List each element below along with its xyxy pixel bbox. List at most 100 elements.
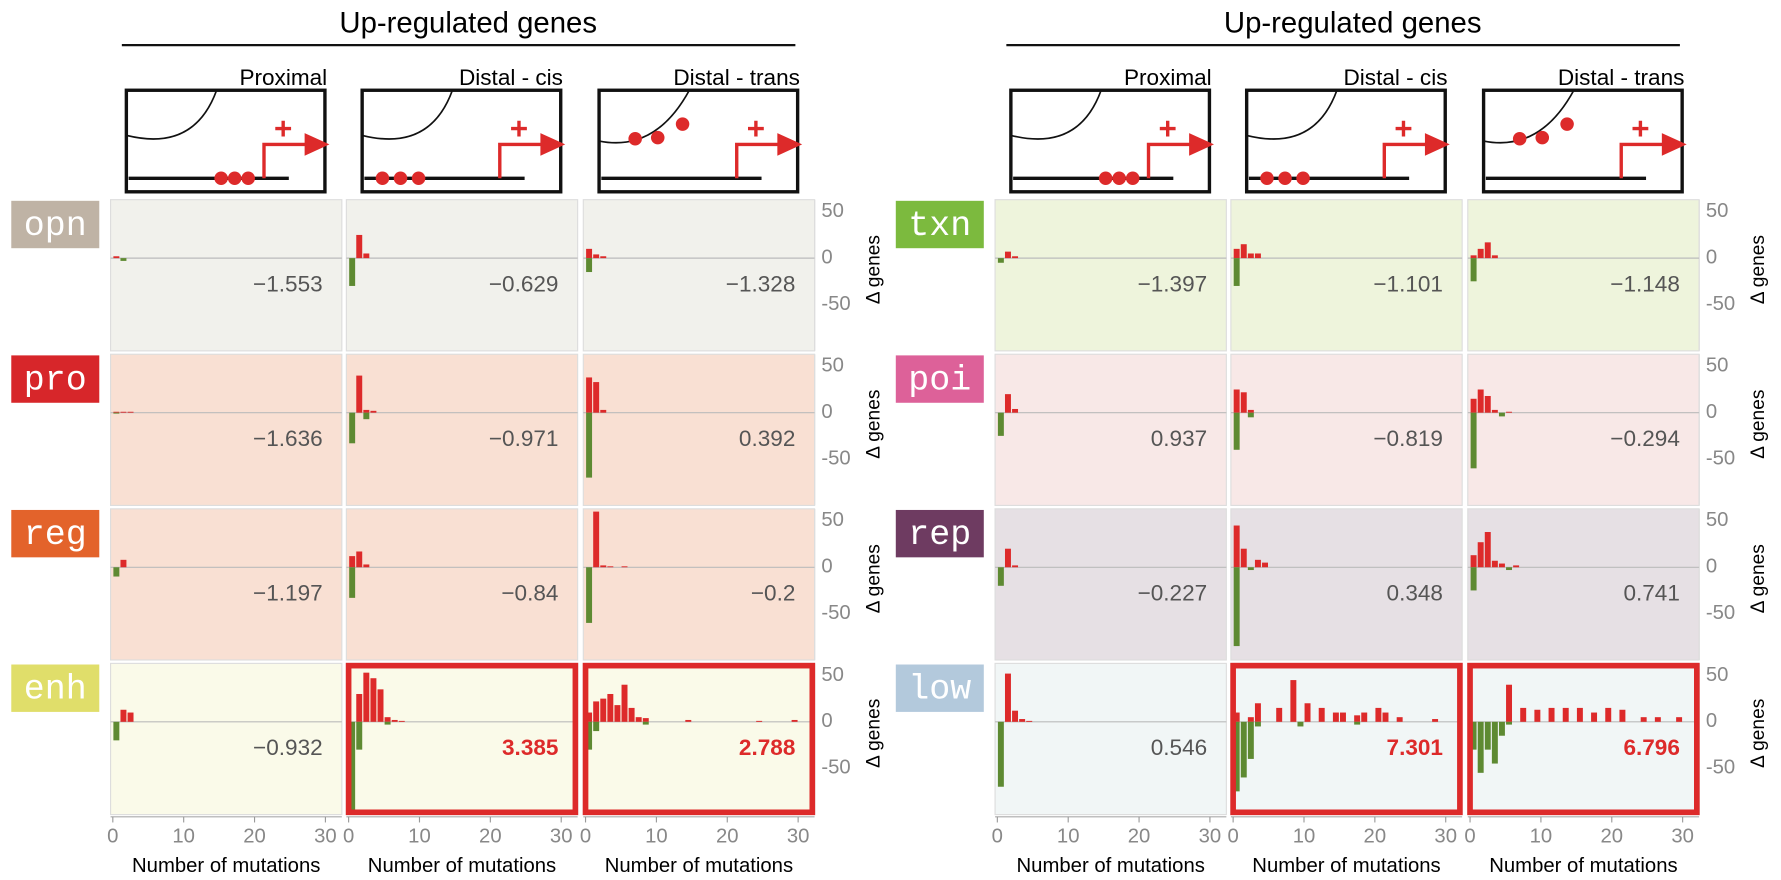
up-bar — [1012, 409, 1018, 413]
up-bar — [1485, 396, 1491, 413]
up-bar — [1005, 252, 1011, 258]
down-bar — [1471, 567, 1477, 590]
x-tick-label: 10 — [408, 825, 431, 847]
x-axis-label: Number of mutations — [132, 855, 320, 877]
up-bar — [1005, 674, 1011, 722]
up-bar — [120, 710, 126, 722]
row-label: rep — [908, 515, 971, 555]
up-bar — [1012, 256, 1018, 258]
down-bar — [1492, 722, 1498, 764]
score: −1.553 — [253, 271, 323, 296]
up-bar — [1513, 565, 1519, 567]
y-tick-label: 50 — [1706, 664, 1729, 686]
x-tick-label: 20 — [479, 825, 502, 847]
row-label: opn — [24, 206, 87, 246]
down-bar — [1499, 722, 1505, 736]
row-label: poi — [908, 360, 971, 400]
down-bar — [1506, 722, 1512, 725]
down-bar — [1471, 258, 1477, 281]
up-bar — [363, 253, 369, 258]
score: −0.819 — [1373, 426, 1443, 451]
up-bar — [349, 556, 355, 567]
score: −0.629 — [489, 271, 559, 296]
up-bar — [1471, 555, 1477, 567]
down-bar — [1248, 567, 1254, 570]
column-header: Proximal — [239, 65, 327, 90]
x-axis-label: Number of mutations — [605, 855, 793, 877]
up-bar — [1563, 708, 1569, 722]
down-bar — [643, 722, 649, 725]
row-label: reg — [24, 515, 87, 555]
up-bar — [1026, 721, 1032, 722]
up-bar — [1234, 526, 1240, 568]
up-bar — [128, 713, 134, 722]
score: −0.2 — [751, 581, 796, 606]
x-tick-label: 10 — [1057, 825, 1080, 847]
up-bar — [120, 560, 126, 567]
up-bar — [1005, 394, 1011, 413]
down-bar — [1255, 722, 1261, 727]
schematic-mutation — [376, 171, 390, 185]
up-bar — [1499, 564, 1505, 568]
y-axis-label: Δ genes — [863, 699, 884, 768]
column-header: Distal - cis — [459, 65, 563, 90]
y-tick-label: 0 — [821, 401, 832, 423]
up-bar — [1485, 532, 1491, 567]
x-tick-label: 30 — [1671, 825, 1694, 847]
down-bar — [1297, 722, 1303, 727]
up-bar — [1534, 710, 1540, 722]
score: 0.937 — [1151, 426, 1207, 451]
up-bar — [593, 701, 599, 721]
up-bar — [120, 412, 126, 413]
score: 3.385 — [502, 735, 558, 760]
x-axis-label: Number of mutations — [1017, 855, 1205, 877]
up-bar — [593, 254, 599, 258]
schematic-mutation — [241, 171, 255, 185]
schematic-mutation — [1099, 171, 1113, 185]
down-bar — [998, 567, 1004, 586]
y-axis-label: Δ genes — [863, 235, 884, 304]
y-tick-label: 0 — [821, 556, 832, 578]
y-tick-label: -50 — [1706, 757, 1735, 779]
column-header: Distal - trans — [673, 65, 800, 90]
y-axis-label: Δ genes — [1748, 544, 1769, 613]
up-bar — [356, 235, 362, 258]
y-axis-label: Δ genes — [1748, 699, 1769, 768]
score: 6.796 — [1623, 735, 1679, 760]
x-tick-label: 30 — [314, 825, 337, 847]
down-bar — [356, 722, 362, 750]
down-bar — [1354, 722, 1360, 725]
up-bar — [1290, 680, 1296, 722]
up-bar — [370, 678, 376, 722]
up-bar — [607, 566, 613, 567]
up-bar — [1383, 713, 1389, 722]
down-bar — [998, 413, 1004, 436]
score: 0.741 — [1623, 581, 1679, 606]
down-bar — [586, 413, 592, 478]
schematic-mutation — [412, 171, 426, 185]
up-bar — [1492, 410, 1498, 413]
up-bar — [356, 376, 362, 413]
schematic-mutation — [228, 171, 242, 185]
schematic-mutation — [1260, 171, 1274, 185]
up-bar — [1471, 399, 1477, 413]
down-bar — [1506, 567, 1512, 570]
up-bar — [1506, 412, 1512, 413]
up-bar — [1432, 719, 1438, 722]
up-bar — [1248, 717, 1254, 722]
column-header: Proximal — [1124, 65, 1212, 90]
up-bar — [1492, 561, 1498, 567]
down-bar — [1499, 413, 1505, 417]
schematic-mutation — [1112, 171, 1126, 185]
score: −1.397 — [1138, 271, 1208, 296]
y-tick-label: -50 — [821, 293, 850, 315]
x-tick-label: 30 — [1199, 825, 1222, 847]
x-tick-label: 0 — [343, 825, 354, 847]
up-bar — [363, 410, 369, 413]
up-bar — [370, 411, 376, 413]
column-header: Distal - cis — [1344, 65, 1448, 90]
score: −1.101 — [1373, 271, 1443, 296]
score: 0.392 — [739, 426, 795, 451]
down-bar — [113, 413, 119, 414]
score: −1.328 — [726, 271, 796, 296]
